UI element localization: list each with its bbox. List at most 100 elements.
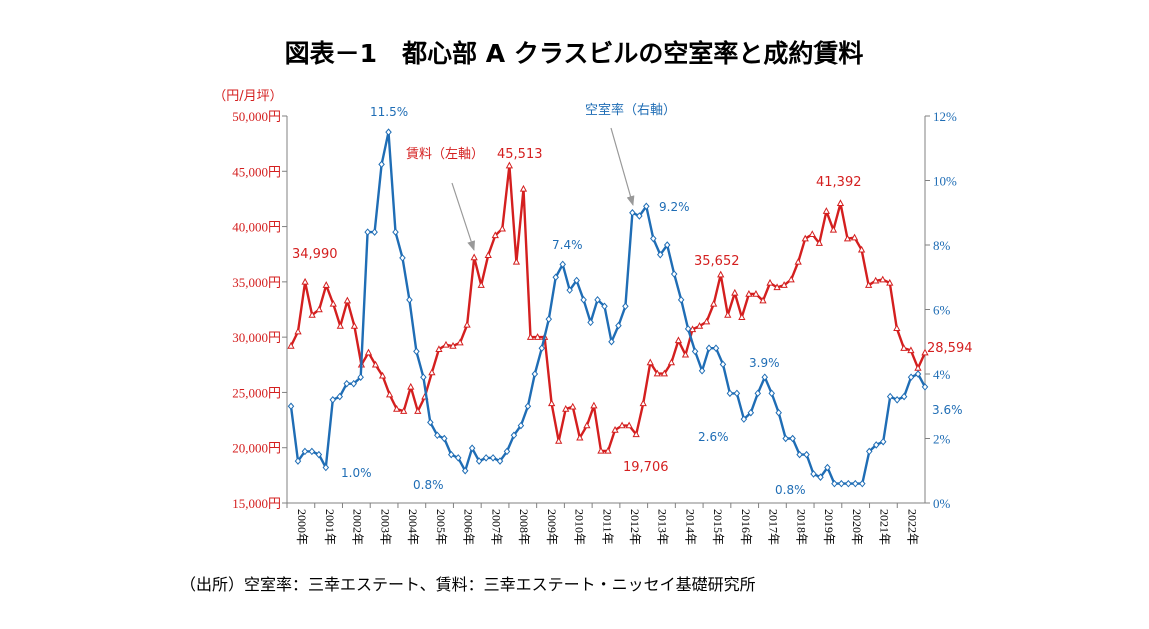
vacancy-series-point	[705, 344, 713, 352]
vacancy-series-point	[420, 373, 427, 381]
vacancy-series-point	[336, 392, 344, 401]
rent-series-point	[808, 230, 816, 238]
rent-series-point	[900, 344, 908, 351]
source-note: （出所）空室率：三幸エステート、賃料：三幸エステート・ニッセイ基礎研究所	[180, 575, 756, 594]
vacancy-series-point	[287, 402, 295, 411]
vacancy-series-point	[594, 296, 601, 304]
rent-series-point	[745, 289, 753, 297]
vacancy-series-point	[392, 228, 399, 236]
rent-series-point	[590, 401, 598, 409]
vacancy-data-label: 0.8%	[413, 478, 444, 492]
rent-series-point	[646, 358, 654, 366]
rent-series-point	[681, 350, 690, 358]
rent-series-point	[794, 257, 802, 265]
right-axis-tick-label: 0%	[933, 496, 951, 511]
right-axis-tick-label: 2%	[933, 432, 951, 447]
rent-series-point	[724, 310, 732, 318]
vacancy-series-point	[427, 418, 434, 427]
x-axis-tick-label: 2014年	[683, 509, 697, 545]
vacancy-data-label: 11.5%	[370, 105, 408, 119]
vacancy-series-point	[866, 447, 873, 456]
rent-data-label: 45,513	[497, 147, 543, 162]
vacancy-series-point	[643, 202, 650, 211]
rent-series-point	[850, 233, 859, 241]
rent-series-point	[625, 421, 633, 429]
x-axis-tick-label: 2019年	[822, 509, 836, 545]
rent-series-point	[583, 421, 591, 429]
rent-series-point	[780, 281, 788, 288]
rent-series-point	[702, 317, 711, 325]
vacancy-series-point	[615, 321, 622, 330]
left-axis-tick-label: 15,000円	[232, 496, 281, 511]
rent-series-point	[512, 257, 521, 265]
rent-series-point	[710, 299, 718, 307]
rent-annotation-arrow	[451, 182, 475, 251]
rent-series-point	[695, 322, 704, 329]
rent-series-point	[836, 199, 845, 207]
x-axis-tick-label: 2012年	[628, 509, 642, 545]
rent-series-point	[371, 360, 380, 368]
vacancy-series-point	[782, 434, 789, 443]
x-axis-tick-label: 2006年	[462, 509, 476, 545]
x-axis-tick-label: 2013年	[656, 509, 670, 545]
vacancy-data-label: 3.6%	[932, 403, 963, 417]
vacancy-series-point	[441, 434, 448, 443]
x-axis-tick-label: 2018年	[794, 509, 808, 545]
rent-data-label: 28,594	[927, 341, 973, 356]
vacancy-series-point	[879, 437, 887, 446]
x-axis-tick-label: 2022年	[905, 509, 919, 545]
rent-series-point	[442, 340, 450, 348]
rent-series-point	[674, 336, 683, 344]
rent-series-point	[618, 421, 626, 429]
rent-series-point	[667, 358, 676, 366]
vacancy-series-point	[329, 396, 337, 404]
rent-series-point	[329, 299, 337, 307]
left-axis-tick-label: 30,000円	[232, 330, 281, 345]
vacancy-annotation-arrow	[610, 127, 635, 206]
vacancy-series-point	[698, 367, 706, 375]
rent-series-point	[378, 371, 387, 379]
vacancy-series-annotation: 空室率（右軸）	[585, 102, 676, 118]
vacancy-series-point	[852, 479, 859, 488]
vacancy-series-point	[872, 441, 880, 449]
vacancy-series-point	[608, 337, 615, 346]
vacancy-series-point	[677, 296, 685, 304]
rent-series-point	[350, 322, 359, 329]
rent-series-point	[660, 369, 668, 377]
x-axis-tick-label: 2017年	[767, 509, 781, 545]
vacancy-series-point	[378, 160, 385, 169]
vacancy-series-point	[900, 392, 908, 401]
rent-series-point	[526, 333, 535, 340]
x-axis-tick-label: 2007年	[489, 509, 503, 545]
rent-series-point	[477, 281, 485, 288]
vacancy-series-point	[670, 270, 678, 278]
rent-series-point	[400, 407, 408, 414]
vacancy-series-point	[538, 344, 546, 352]
rent-series-point	[308, 310, 316, 318]
rent-data-label: 35,652	[694, 254, 740, 269]
rent-series-point	[322, 281, 330, 288]
vacancy-series-point	[761, 373, 769, 381]
x-axis-tick-label: 2008年	[517, 509, 531, 545]
rent-series-line	[289, 164, 927, 453]
vacancy-series-point	[364, 228, 371, 236]
vacancy-series-point	[845, 479, 852, 488]
vacancy-series-point	[712, 344, 720, 352]
x-axis-tick-label: 2015年	[711, 509, 725, 545]
x-axis-tick-label: 2010年	[573, 509, 587, 545]
rent-series-point	[759, 296, 767, 304]
rent-series-point	[886, 278, 894, 286]
vacancy-series-point	[684, 325, 692, 333]
vacancy-series-point	[656, 250, 664, 259]
x-axis-tick-label: 2021年	[878, 509, 892, 545]
left-axis-tick-label: 35,000円	[232, 275, 281, 290]
vacancy-series-point	[468, 444, 476, 452]
vacancy-series-point	[322, 463, 330, 472]
rent-series-point	[562, 404, 570, 412]
rent-series-point	[519, 184, 528, 192]
rent-series-point	[907, 346, 915, 354]
vacancy-series-point	[817, 473, 824, 481]
rent-series-annotation: 賃料（左軸）	[406, 147, 484, 162]
vacancy-series-point	[308, 447, 316, 456]
rent-series-point	[548, 399, 556, 407]
